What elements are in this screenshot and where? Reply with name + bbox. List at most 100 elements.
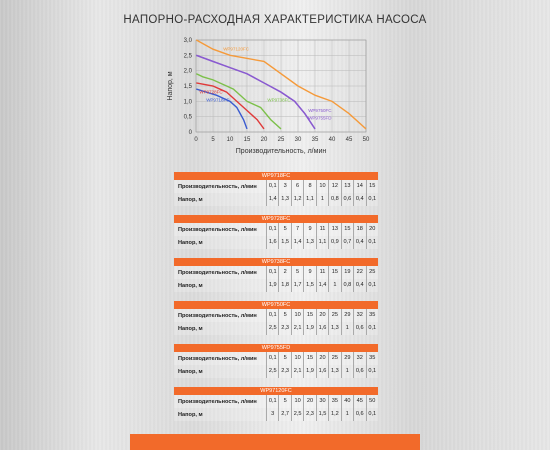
table-cell: 13: [328, 223, 340, 236]
table-cell: 7: [290, 223, 303, 236]
table-cell: 1,3: [328, 322, 340, 335]
table-cell: 1,6: [315, 322, 328, 335]
table-cell: 0,1: [266, 395, 278, 408]
flow-row-label: Производительность, л/мин: [178, 398, 257, 405]
table-cell: 35: [365, 309, 378, 322]
table-cell: 15: [303, 309, 315, 322]
pump-table-wp9738fc: WP9738FC Производительность, л/мин 0,1 2 5 9 1…: [174, 258, 378, 292]
table-cell: 0,8: [328, 193, 340, 206]
table-cell: 1,3: [328, 365, 340, 378]
table-cell: 19: [340, 266, 353, 279]
x-tick-label: 30: [295, 137, 302, 143]
x-tick-label: 25: [278, 137, 285, 143]
table-cell: 5: [278, 223, 290, 236]
table-cell: 2,7: [278, 408, 290, 421]
series-label: WP9718FC: [206, 97, 230, 102]
flow-row: Производительность, л/мин 0,1 5 10 15 20 25 29 3…: [174, 352, 378, 365]
table-cell: 1: [340, 322, 353, 335]
table-cell: 50: [365, 395, 378, 408]
table-cell: 0,6: [340, 193, 353, 206]
table-model-header: WP97120FC: [174, 387, 378, 395]
table-cell: 0,6: [353, 408, 365, 421]
table-cell: 10: [315, 180, 328, 193]
table-cell: 9: [303, 266, 315, 279]
y-axis-label: Напор, м: [167, 71, 174, 100]
table-cell: 25: [328, 352, 340, 365]
page-title: НАПОРНО-РАСХОДНАЯ ХАРАКТЕРИСТИКА НАСОСА: [123, 14, 427, 26]
series-line-wp9728fc: [196, 82, 265, 130]
series-line-wp9755fd: [196, 54, 316, 130]
x-tick-label: 20: [261, 137, 268, 143]
y-tick-label: 1,5: [184, 84, 193, 90]
table-cell: 2,3: [278, 322, 290, 335]
table-cell: 0,1: [266, 223, 278, 236]
table-cell: 2,1: [290, 365, 303, 378]
head-row: Напор, м 3 2,7 2,5 2,3 1,5 1,2 1 0,6 0,1: [174, 408, 378, 421]
table-cell: 2: [278, 266, 290, 279]
head-row: Напор, м 1,4 1,3 1,2 1,1 1 0,8 0,6 0,4 0,1: [174, 193, 378, 206]
table-cell: 5: [290, 266, 303, 279]
pump-table-wp9750fc: WP9750FC Производительность, л/мин 0,1 5 10 1…: [174, 301, 378, 335]
table-cell: 1,5: [278, 236, 290, 249]
table-cell: 11: [315, 266, 328, 279]
flow-row-label: Производительность, л/мин: [178, 183, 257, 190]
table-cell: 9: [303, 223, 315, 236]
table-model-header: WP9750FC: [174, 301, 378, 309]
table-cell: 8: [303, 180, 315, 193]
table-cell: 1,9: [266, 279, 278, 292]
table-cell: 10: [290, 309, 303, 322]
table-cell: 35: [365, 352, 378, 365]
y-tick-label: 2,5: [184, 53, 193, 59]
plot-frame: [195, 39, 367, 133]
x-axis-label: Производительность, л/мин: [236, 148, 327, 155]
x-tick-label: 45: [346, 137, 353, 143]
table-cell: 1: [340, 365, 353, 378]
table-cell: 1,4: [315, 279, 328, 292]
table-cell: 2,1: [290, 322, 303, 335]
table-cell: 30: [315, 395, 328, 408]
table-cell: 15: [365, 180, 378, 193]
pump-table-wp9728fc: WP9728FC Производительность, л/мин 0,1 5 7 9 1…: [174, 215, 378, 249]
table-cell: 0,1: [266, 309, 278, 322]
series-label: WP9750FC: [308, 108, 332, 113]
table-cell: 0,1: [266, 180, 278, 193]
table-cell: 0,1: [365, 279, 378, 292]
head-row-label: Напор, м: [178, 282, 203, 289]
flow-row: Производительность, л/мин 0,1 5 10 15 20 25 29 3…: [174, 309, 378, 322]
x-tick-label: 40: [329, 137, 336, 143]
x-tick-label: 50: [363, 137, 370, 143]
table-cell: 0,4: [353, 193, 365, 206]
table-cell: 1,9: [303, 365, 315, 378]
table-cell: 1,1: [315, 236, 328, 249]
table-cell: 0,1: [365, 365, 378, 378]
table-cell: 5: [278, 309, 290, 322]
head-row: Напор, м 2,5 2,3 2,1 1,9 1,6 1,3 1 0,6 0,1: [174, 365, 378, 378]
table-cell: 1,3: [303, 236, 315, 249]
table-cell: 2,5: [290, 408, 303, 421]
table-cell: 0,4: [353, 279, 365, 292]
table-cell: 13: [340, 180, 353, 193]
series-line-wp9738fc: [196, 73, 282, 130]
table-cell: 0,1: [266, 352, 278, 365]
table-cell: 1,4: [290, 236, 303, 249]
head-row: Напор, м 1,9 1,8 1,7 1,5 1,4 1 0,8 0,4 0,1: [174, 279, 378, 292]
table-cell: 22: [353, 266, 365, 279]
table-cell: 10: [290, 352, 303, 365]
table-cell: 2,5: [266, 322, 278, 335]
bottom-accent-bar: [130, 434, 420, 450]
table-cell: 1,4: [266, 193, 278, 206]
table-cell: 20: [315, 309, 328, 322]
flow-row-label: Производительность, л/мин: [178, 269, 257, 276]
table-cell: 20: [365, 223, 378, 236]
table-cell: 15: [340, 223, 353, 236]
y-tick-label: 3,0: [184, 38, 193, 44]
table-cell: 40: [340, 395, 353, 408]
x-tick-label: 5: [211, 137, 215, 143]
table-cell: 10: [290, 395, 303, 408]
table-cell: 5: [278, 395, 290, 408]
table-cell: 6: [290, 180, 303, 193]
table-cell: 29: [340, 352, 353, 365]
table-cell: 1,9: [303, 322, 315, 335]
x-tick-label: 35: [312, 137, 319, 143]
head-row: Напор, м 1,6 1,5 1,4 1,3 1,1 0,9 0,7 0,4 0,1: [174, 236, 378, 249]
